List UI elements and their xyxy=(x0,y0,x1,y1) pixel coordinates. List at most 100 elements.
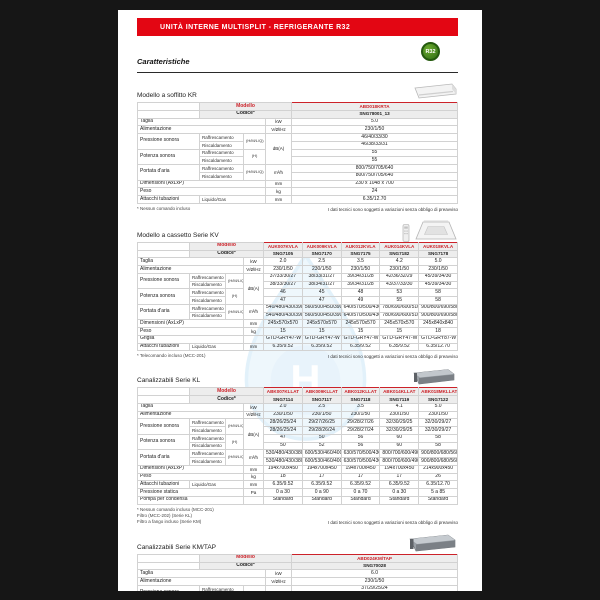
row-label: Alimentazione xyxy=(137,265,244,274)
table-cell: 5 a 85 xyxy=(418,488,458,497)
table-cell: 6.35/9.52 xyxy=(340,480,381,490)
table-cell xyxy=(137,102,200,111)
table-cell: 37/29/25/24 xyxy=(291,584,458,591)
kv-spec-table: Modello AUK007KVLA AUK009KVLA AUK012KVLA AUK… xyxy=(137,241,458,352)
table-cell: 6.35/9.52 xyxy=(379,480,420,490)
table-cell: 42/36/32/29 xyxy=(379,272,420,282)
table-cell: kW xyxy=(242,402,265,412)
table-cell: (H/M/L/Q) xyxy=(225,272,244,290)
table-cell: 194x700x450 xyxy=(379,464,420,474)
table-cell: (H) xyxy=(225,433,244,451)
table-cell: V/Ø/Hz xyxy=(242,410,265,420)
table-cell: 230/1/50 xyxy=(291,577,458,586)
row-label: Peso xyxy=(137,327,244,336)
table-cell: 630/570/500/430 xyxy=(340,449,381,459)
table-cell: Codice* xyxy=(198,109,293,119)
table-cell: Raffrescamento xyxy=(189,449,226,459)
table-cell: 50 xyxy=(263,441,303,451)
row-label: Attacchi tubazioni xyxy=(137,480,190,490)
table-cell: 24 xyxy=(291,187,458,196)
table-cell: Codice* xyxy=(188,249,265,259)
model-name: AUK009KVLA xyxy=(301,241,342,251)
table-cell: Raffrescamento xyxy=(189,418,226,428)
table-cell: 230/1/50 xyxy=(263,265,303,274)
table-cell: 560/500/450/390 xyxy=(301,303,342,313)
table-cell: 5.0 xyxy=(291,117,458,127)
table-cell: Standard xyxy=(263,495,303,505)
table-cell: kW xyxy=(264,117,293,127)
row-label: Peso xyxy=(137,187,266,196)
table-cell: 18 xyxy=(263,472,303,482)
table-cell: 600/530/460/400 xyxy=(301,457,342,466)
table-cell: 5.0 xyxy=(418,402,458,412)
table-cell: Raffrescamento xyxy=(199,584,244,591)
table-cell: 4.1 xyxy=(379,402,420,412)
km-spec-table: Modello ABD024KM/TAP Codice* SNG70028 Taglia… xyxy=(137,553,458,591)
row-label: Taglia xyxy=(137,117,266,127)
table-cell: 32/30/29/27 xyxy=(418,418,458,428)
table-cell xyxy=(137,109,200,119)
table-cell xyxy=(242,495,265,505)
row-label: Taglia xyxy=(137,257,244,267)
model-code: SNG78001_13 xyxy=(291,109,458,119)
table-cell: (H) xyxy=(225,288,244,305)
row-label: Potenza sonora xyxy=(137,148,200,165)
table-cell: 230/1/50 xyxy=(291,125,458,134)
section-kr-title: Modello a soffitto KR xyxy=(137,92,197,99)
table-cell: mm xyxy=(242,342,265,352)
model-code: SNG7119 xyxy=(379,395,420,404)
table-cell: m³/h xyxy=(264,164,293,181)
table-cell: 55 xyxy=(379,296,420,305)
table-cell: Riscaldamento xyxy=(189,457,226,466)
table-cell xyxy=(137,387,190,397)
model-code: SNG7122 xyxy=(418,395,458,404)
table-cell: 46/38/33/31 xyxy=(291,140,458,150)
table-cell: 6.35/12.70 xyxy=(418,342,458,352)
table-cell xyxy=(137,395,190,404)
table-cell: 37/33/30/27 xyxy=(263,272,303,282)
model-code: SNG7175 xyxy=(340,249,381,259)
table-cell: dB(A) xyxy=(264,584,293,591)
table-cell: 2.5 xyxy=(301,402,342,412)
table-cell: (H/M/L/Q) xyxy=(225,418,244,435)
table-cell: mm xyxy=(264,195,293,204)
model-name: AUK007KVLA xyxy=(263,241,303,251)
model-code: SNG7117 xyxy=(301,395,342,404)
table-cell: 48 xyxy=(340,288,381,298)
kr-footnotes: * Nessun comando incluso xyxy=(137,206,190,212)
table-cell: 29/28/26/24 xyxy=(301,426,342,435)
table-cell: 3.5 xyxy=(340,257,381,267)
table-cell: 58 xyxy=(418,288,458,298)
table-cell: 194x700x450 xyxy=(301,464,342,474)
table-cell: 38/34/31/27 xyxy=(301,280,342,290)
section-km: Canalizzabili Serie KM/TAP Modello ABD024… xyxy=(137,532,458,591)
table-cell: 230/1/50 xyxy=(263,410,303,420)
section-kv: Modello a cassetto Serie KV xyxy=(137,219,458,359)
table-cell: Riscaldamento xyxy=(189,426,226,435)
row-label: Pressione sonora xyxy=(137,133,200,150)
table-cell: 55 xyxy=(291,148,458,158)
row-label: Pressione sonora xyxy=(137,272,190,290)
table-cell: 46/40/33/30 xyxy=(291,133,458,142)
table-cell: (H) xyxy=(243,148,266,165)
table-cell: Modello xyxy=(188,241,265,251)
kl-product-image xyxy=(410,367,458,387)
table-cell: kg xyxy=(242,327,265,336)
table-cell: GTD-GRY87-W xyxy=(418,334,458,344)
table-cell: 6.35/9.52 xyxy=(379,342,420,352)
model-name: ABK007KLLAT xyxy=(263,387,303,397)
table-cell: 245x570x570 xyxy=(340,319,381,329)
row-label: Dimensioni (AxLxP) xyxy=(137,319,244,329)
table-cell: (H/M/L/Q) xyxy=(225,449,244,466)
table-cell: 5.0 xyxy=(418,257,458,267)
table-cell: 60 xyxy=(379,441,420,451)
table-cell: 38/33/31/27 xyxy=(301,272,342,282)
table-cell: Modello xyxy=(198,553,293,563)
model-name: ABK018MKLLAT xyxy=(418,387,458,397)
table-cell: 6.35/12.70 xyxy=(418,480,458,490)
table-cell: 900/800/680/560 xyxy=(418,457,458,466)
table-cell: dB(A) xyxy=(264,133,293,165)
table-cell: Raffrescamento xyxy=(189,433,226,443)
table-cell: 2.5 xyxy=(301,257,342,267)
table-cell: kg xyxy=(264,187,293,196)
